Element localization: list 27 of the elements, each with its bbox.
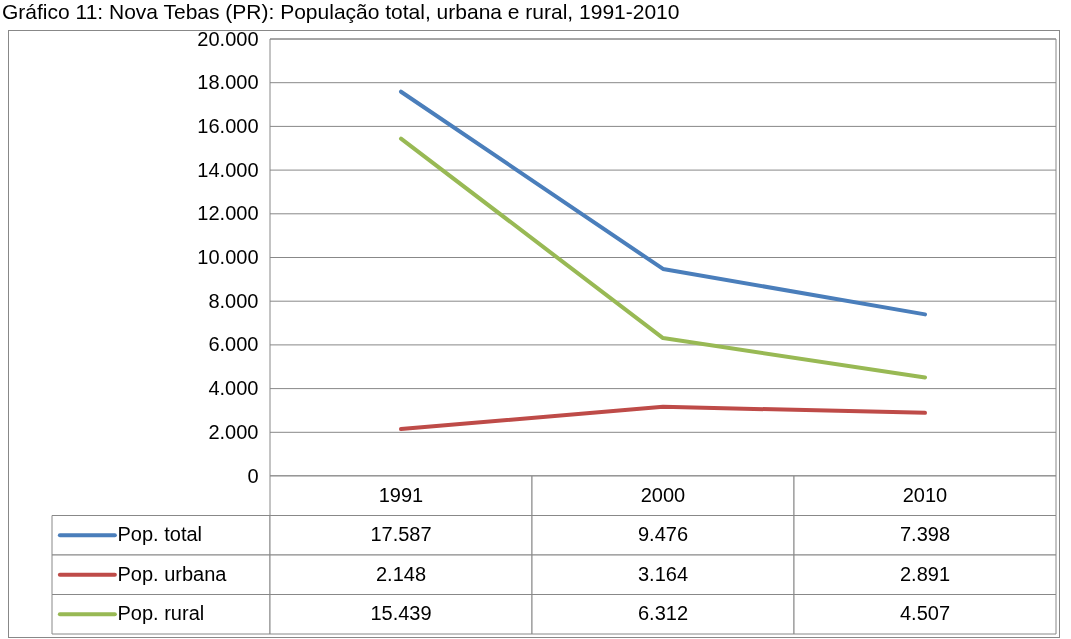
chart-title: Gráfico 11: Nova Tebas (PR): População total, urbana e rural, 1991-2010 [2,0,680,23]
data-label: 4.507 [899,602,951,625]
data-label: 9.476 [637,523,689,546]
data-label: 6.312 [637,602,689,625]
y-tick-label: 20.000 [197,27,259,50]
y-tick-label: 14.000 [197,158,259,181]
data-label: 2.891 [899,562,951,585]
y-tick-label: 18.000 [197,71,259,94]
y-tick-label: 16.000 [197,114,259,137]
y-tick-label: 8.000 [208,289,259,312]
y-tick-label: 0 [247,464,259,487]
data-label: 2.148 [375,562,427,585]
y-tick-label: 10.000 [197,246,259,268]
data-label: 15.439 [370,602,432,625]
y-tick-label: 2.000 [208,420,259,443]
x-tick-label: 2010 [902,483,948,506]
legend-label: Pop. total [117,523,203,546]
legend-label: Pop. urbana [117,562,228,585]
x-tick-label: 2000 [640,483,686,506]
y-tick-label: 6.000 [208,333,259,356]
legend-label: Pop. rural [117,602,205,625]
data-label: 3.164 [637,562,689,585]
data-label: 7.398 [899,523,951,546]
y-tick-label: 12.000 [197,202,259,225]
data-label: 17.587 [370,523,432,546]
y-tick-label: 4.000 [208,377,259,400]
x-tick-label: 1991 [378,483,424,506]
